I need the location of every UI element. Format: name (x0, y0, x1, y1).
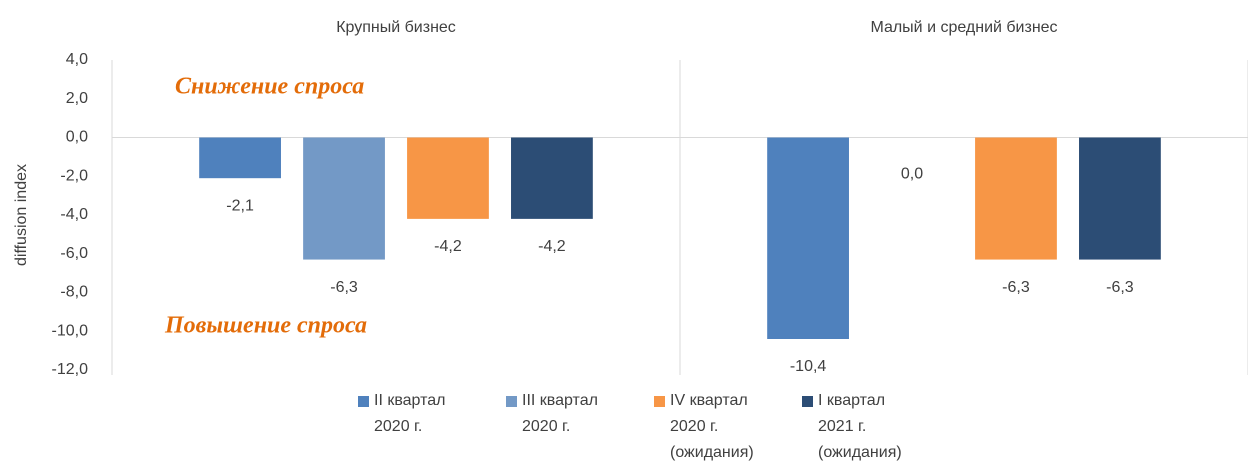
bar (975, 137, 1057, 260)
bar (407, 137, 489, 219)
data-label: -4,2 (434, 238, 462, 255)
y-axis-label: diffusion index (13, 164, 30, 266)
category-label: Малый и средний бизнес (870, 19, 1057, 36)
bar (303, 137, 385, 260)
y-tick-label: 0,0 (66, 129, 88, 146)
y-tick-label: -6,0 (60, 245, 88, 262)
legend-item: II квартал 2020 г. (358, 388, 506, 466)
legend-label: I квартал 2021 г. (ожидания) (818, 392, 902, 461)
data-label: -2,1 (226, 197, 254, 214)
legend-item: I квартал 2021 г. (ожидания) (802, 388, 950, 466)
y-tick-label: -8,0 (60, 284, 88, 301)
y-tick-label: -12,0 (52, 361, 89, 378)
category-label: Крупный бизнес (336, 19, 456, 36)
legend-swatch (654, 396, 665, 407)
bar (1079, 137, 1161, 260)
data-label: -6,3 (1002, 279, 1030, 296)
legend: II квартал 2020 г. III квартал 2020 г. IV … (358, 388, 950, 466)
legend-swatch (506, 396, 517, 407)
bar (511, 137, 593, 219)
data-label: -6,3 (1106, 279, 1134, 296)
data-label: -6,3 (330, 279, 358, 296)
legend-swatch (358, 396, 369, 407)
legend-item: IV квартал 2020 г. (ожидания) (654, 388, 802, 466)
bar (767, 137, 849, 339)
bar (199, 137, 281, 179)
legend-label: III квартал 2020 г. (522, 392, 598, 435)
legend-swatch (802, 396, 813, 407)
legend-item: III квартал 2020 г. (506, 388, 654, 466)
y-tick-label: -10,0 (52, 322, 89, 339)
annotation: Снижение спроса (175, 74, 364, 100)
data-label: 0,0 (901, 166, 923, 183)
y-tick-label: -4,0 (60, 206, 88, 223)
legend-label: II квартал 2020 г. (374, 392, 446, 435)
y-tick-label: 4,0 (66, 51, 88, 68)
annotation: Повышение спроса (164, 313, 367, 339)
legend-label: IV квартал 2020 г. (ожидания) (670, 392, 754, 461)
data-label: -10,4 (790, 358, 827, 375)
y-tick-label: 2,0 (66, 90, 88, 107)
y-tick-label: -2,0 (60, 167, 88, 184)
data-label: -4,2 (538, 238, 566, 255)
